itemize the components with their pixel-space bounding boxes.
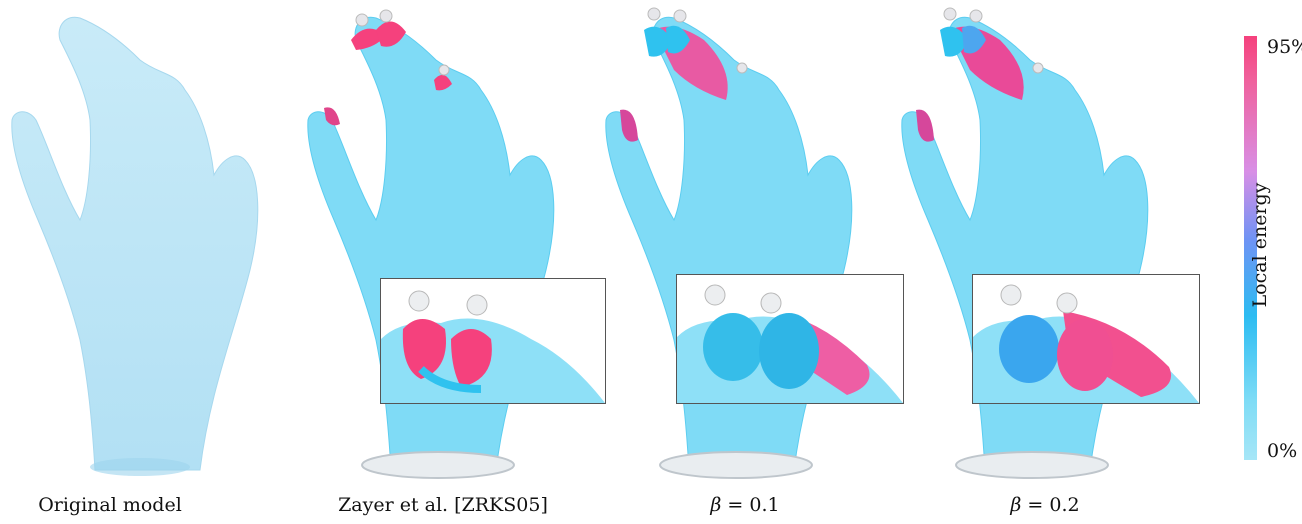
caption-beta-0-2: β = 0.2 (980, 494, 1110, 516)
handle-sphere (736, 62, 748, 74)
inset-fingertips-zayer (381, 290, 605, 403)
handle-sphere (1032, 62, 1044, 74)
energy-region (644, 26, 672, 57)
zoom-inset (972, 274, 1200, 404)
handle-sphere (438, 64, 450, 76)
beta-value: = 0.2 (1027, 494, 1080, 516)
hand-model-original (0, 0, 300, 476)
inset-fingertips-beta-0-2 (973, 284, 1199, 403)
panel-original-model (0, 0, 300, 488)
beta-value: = 0.1 (727, 494, 780, 516)
beta-symbol: β (1010, 494, 1022, 516)
zoom-inset (676, 274, 904, 404)
handle-sphere (647, 7, 661, 21)
energy-region (940, 26, 968, 57)
handle-sphere (379, 9, 393, 23)
energy-region (962, 25, 986, 54)
caption-original-model: Original model (38, 494, 182, 516)
zoom-inset (380, 278, 606, 404)
energy-hotspot (434, 74, 452, 91)
handle-sphere (355, 13, 369, 27)
inset-fingertips-beta-0-1 (677, 284, 903, 403)
energy-hotspot (376, 21, 406, 47)
panel-beta-0-2 (890, 0, 1200, 488)
caption-beta-0-1: β = 0.1 (680, 494, 810, 516)
pedestal (659, 451, 813, 479)
energy-region (916, 109, 934, 142)
colorbar (1244, 36, 1257, 460)
colorbar-min-label: 0% (1267, 440, 1298, 462)
hand-model-zayer (296, 9, 596, 479)
caption-zayer: Zayer et al. [ZRKS05] (338, 494, 548, 516)
handle-sphere (673, 9, 687, 23)
energy-region (620, 109, 638, 142)
energy-region (666, 25, 690, 54)
panel-zayer (296, 0, 606, 488)
energy-hotspot (324, 107, 340, 126)
hand-model-beta-0-1 (594, 7, 894, 479)
pedestal (955, 451, 1109, 479)
pedestal (361, 451, 515, 479)
beta-symbol: β (710, 494, 722, 516)
colorbar-title: Local energy (1249, 182, 1271, 308)
colorbar-max-label: 95% (1267, 36, 1302, 58)
handle-sphere (943, 7, 957, 21)
handle-sphere (969, 9, 983, 23)
panel-beta-0-1 (594, 0, 904, 488)
hand-model-beta-0-2 (890, 7, 1190, 479)
